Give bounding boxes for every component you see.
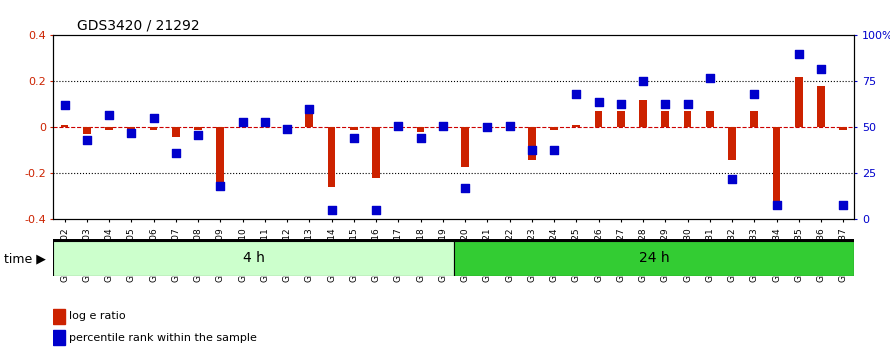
Bar: [773, 127, 781, 201]
Text: 4 h: 4 h: [243, 251, 264, 266]
Point: [659, 101, 673, 106]
Point: [102, 112, 116, 118]
Text: log e ratio: log e ratio: [69, 311, 125, 321]
Bar: [127, 127, 135, 132]
Bar: [617, 111, 625, 127]
Point: [837, 202, 851, 207]
Bar: [372, 127, 380, 178]
Bar: [572, 125, 580, 127]
Point: [169, 150, 183, 156]
Bar: [172, 127, 180, 137]
Bar: [417, 127, 425, 132]
Point: [191, 132, 206, 138]
Text: percentile rank within the sample: percentile rank within the sample: [69, 332, 257, 343]
FancyBboxPatch shape: [53, 241, 454, 276]
Text: GDS3420 / 21292: GDS3420 / 21292: [77, 19, 200, 33]
Point: [280, 126, 295, 132]
Point: [147, 115, 161, 121]
FancyBboxPatch shape: [53, 239, 854, 242]
Bar: [216, 127, 224, 190]
Bar: [328, 127, 336, 187]
FancyBboxPatch shape: [454, 241, 854, 276]
Point: [547, 147, 562, 152]
Point: [570, 91, 584, 97]
Point: [792, 51, 806, 57]
Bar: [53, 330, 65, 345]
Bar: [795, 77, 803, 127]
Point: [614, 101, 628, 106]
Point: [503, 123, 517, 129]
Bar: [105, 127, 113, 130]
Bar: [83, 127, 91, 134]
Point: [770, 202, 784, 207]
Text: time ▶: time ▶: [4, 252, 45, 265]
Bar: [350, 127, 358, 130]
Bar: [528, 127, 536, 160]
Point: [725, 176, 740, 182]
Bar: [706, 111, 714, 127]
Point: [681, 101, 695, 106]
Bar: [684, 111, 692, 127]
Bar: [661, 111, 669, 127]
Bar: [506, 125, 514, 127]
Point: [392, 123, 406, 129]
Point: [236, 119, 250, 125]
Point: [325, 207, 339, 213]
Bar: [150, 127, 158, 130]
Bar: [305, 111, 313, 127]
Bar: [750, 111, 758, 127]
Point: [303, 106, 317, 112]
Bar: [61, 125, 69, 127]
Point: [748, 91, 762, 97]
Bar: [439, 125, 447, 127]
Point: [525, 147, 539, 152]
Point: [458, 185, 473, 191]
Point: [258, 119, 272, 125]
Bar: [550, 127, 558, 130]
Text: 24 h: 24 h: [639, 251, 669, 266]
Point: [436, 123, 450, 129]
Point: [414, 136, 428, 141]
Bar: [639, 100, 647, 127]
Point: [369, 207, 384, 213]
Bar: [817, 86, 825, 127]
Point: [347, 136, 361, 141]
Bar: [261, 125, 269, 127]
Bar: [728, 127, 736, 160]
Point: [481, 125, 495, 130]
Bar: [595, 111, 603, 127]
Point: [636, 79, 651, 84]
Bar: [483, 125, 491, 127]
Bar: [53, 309, 65, 324]
Bar: [194, 127, 202, 130]
Bar: [839, 127, 847, 130]
Point: [57, 103, 72, 108]
Point: [814, 66, 829, 72]
Point: [80, 137, 94, 143]
Point: [703, 75, 717, 81]
Bar: [239, 123, 247, 127]
Point: [592, 99, 606, 104]
Point: [125, 130, 139, 136]
Point: [214, 183, 228, 189]
Bar: [461, 127, 469, 167]
Bar: [394, 125, 402, 127]
